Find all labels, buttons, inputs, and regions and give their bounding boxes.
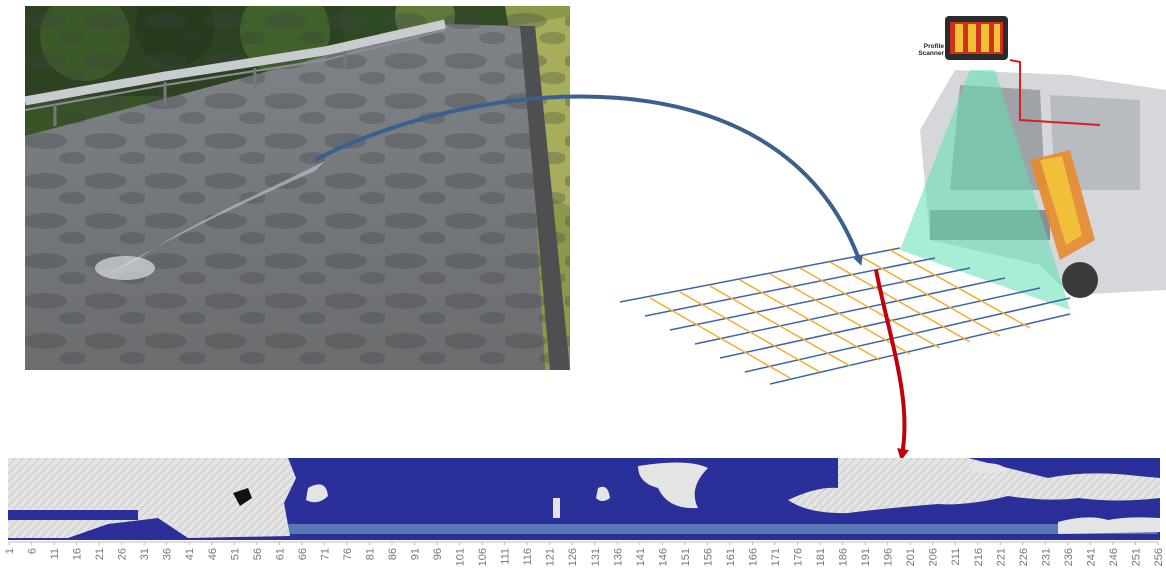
axis-tick-label: 101 xyxy=(455,548,467,566)
axis-tick-label: 51 xyxy=(229,548,241,560)
axis-tick-label: 206 xyxy=(928,548,940,566)
axis-tick-label: 211 xyxy=(950,548,962,566)
axis-tick-label: 66 xyxy=(297,548,309,560)
axis-tick-label: 111 xyxy=(500,548,512,565)
axis-tick-label: 81 xyxy=(364,548,376,560)
axis-tick-label: 231 xyxy=(1040,548,1052,566)
axis-tick-label: 31 xyxy=(139,548,151,560)
axis-tick-label: 186 xyxy=(838,548,850,566)
axis-tick-label: 136 xyxy=(612,548,624,566)
axis-tick-label: 191 xyxy=(860,548,872,566)
axis-tick-label: 1 xyxy=(4,548,16,554)
axis-tick-label: 256 xyxy=(1153,548,1165,566)
axis-tick-label: 201 xyxy=(905,548,917,566)
axis-tick-label: 171 xyxy=(770,548,782,566)
axis-tick-label: 241 xyxy=(1085,548,1097,566)
axis-tick-label: 121 xyxy=(545,548,557,566)
scanner-beam xyxy=(900,70,1070,310)
axis-tick-label: 106 xyxy=(477,548,489,566)
profile-axis: 1 6 11 16 21 26 31 36 41 46 51 56 61 66 71 76 81 86 91 96 10… xyxy=(0,541,1166,575)
axis-tick-label: 91 xyxy=(410,548,422,560)
axis-tick-label: 226 xyxy=(1018,548,1030,566)
axis-tick-label: 146 xyxy=(657,548,669,566)
measurement-grid xyxy=(619,247,1071,385)
axis-tick-label: 181 xyxy=(815,548,827,566)
axis-tick-label: 161 xyxy=(725,548,737,566)
axis-tick-label: 76 xyxy=(342,548,354,560)
axis-tick-label: 116 xyxy=(522,548,534,566)
axis-tick-label: 56 xyxy=(252,548,264,560)
axis-tick-label: 196 xyxy=(883,548,895,566)
axis-tick-label: 151 xyxy=(680,548,692,566)
axis-tick-label: 236 xyxy=(1063,548,1075,566)
axis-tick-label: 36 xyxy=(162,548,174,560)
axis-tick-label: 221 xyxy=(995,548,1007,566)
scanner-van-illustration xyxy=(600,10,1166,390)
axis-tick-label: 216 xyxy=(973,548,985,566)
axis-tick-label: 41 xyxy=(184,548,196,560)
axis-tick-label: 86 xyxy=(387,548,399,560)
axis-tick-label: 131 xyxy=(590,548,602,566)
road-surface-profile-strip xyxy=(8,458,1160,540)
axis-tick-label: 61 xyxy=(274,548,286,560)
axis-tick-label: 96 xyxy=(432,548,444,560)
profile-scanner-label: Profile Scanner xyxy=(918,43,944,57)
axis-tick-label: 6 xyxy=(27,548,39,554)
axis-tick-label: 126 xyxy=(567,548,579,566)
axis-tick-label: 246 xyxy=(1108,548,1120,566)
axis-tick-label: 16 xyxy=(72,548,84,560)
axis-tick-label: 46 xyxy=(207,548,219,560)
axis-tick-label: 166 xyxy=(747,548,759,566)
axis-tick-label: 251 xyxy=(1130,548,1142,566)
axis-tick-label: 156 xyxy=(702,548,714,566)
axis-tick-label: 11 xyxy=(49,548,61,559)
axis-tick-label: 71 xyxy=(319,548,331,560)
road-photo xyxy=(25,6,570,370)
axis-tick-label: 26 xyxy=(117,548,129,560)
axis-tick-label: 21 xyxy=(94,548,106,560)
axis-tick-label: 176 xyxy=(793,548,805,566)
axis-tick-label: 141 xyxy=(635,548,647,566)
